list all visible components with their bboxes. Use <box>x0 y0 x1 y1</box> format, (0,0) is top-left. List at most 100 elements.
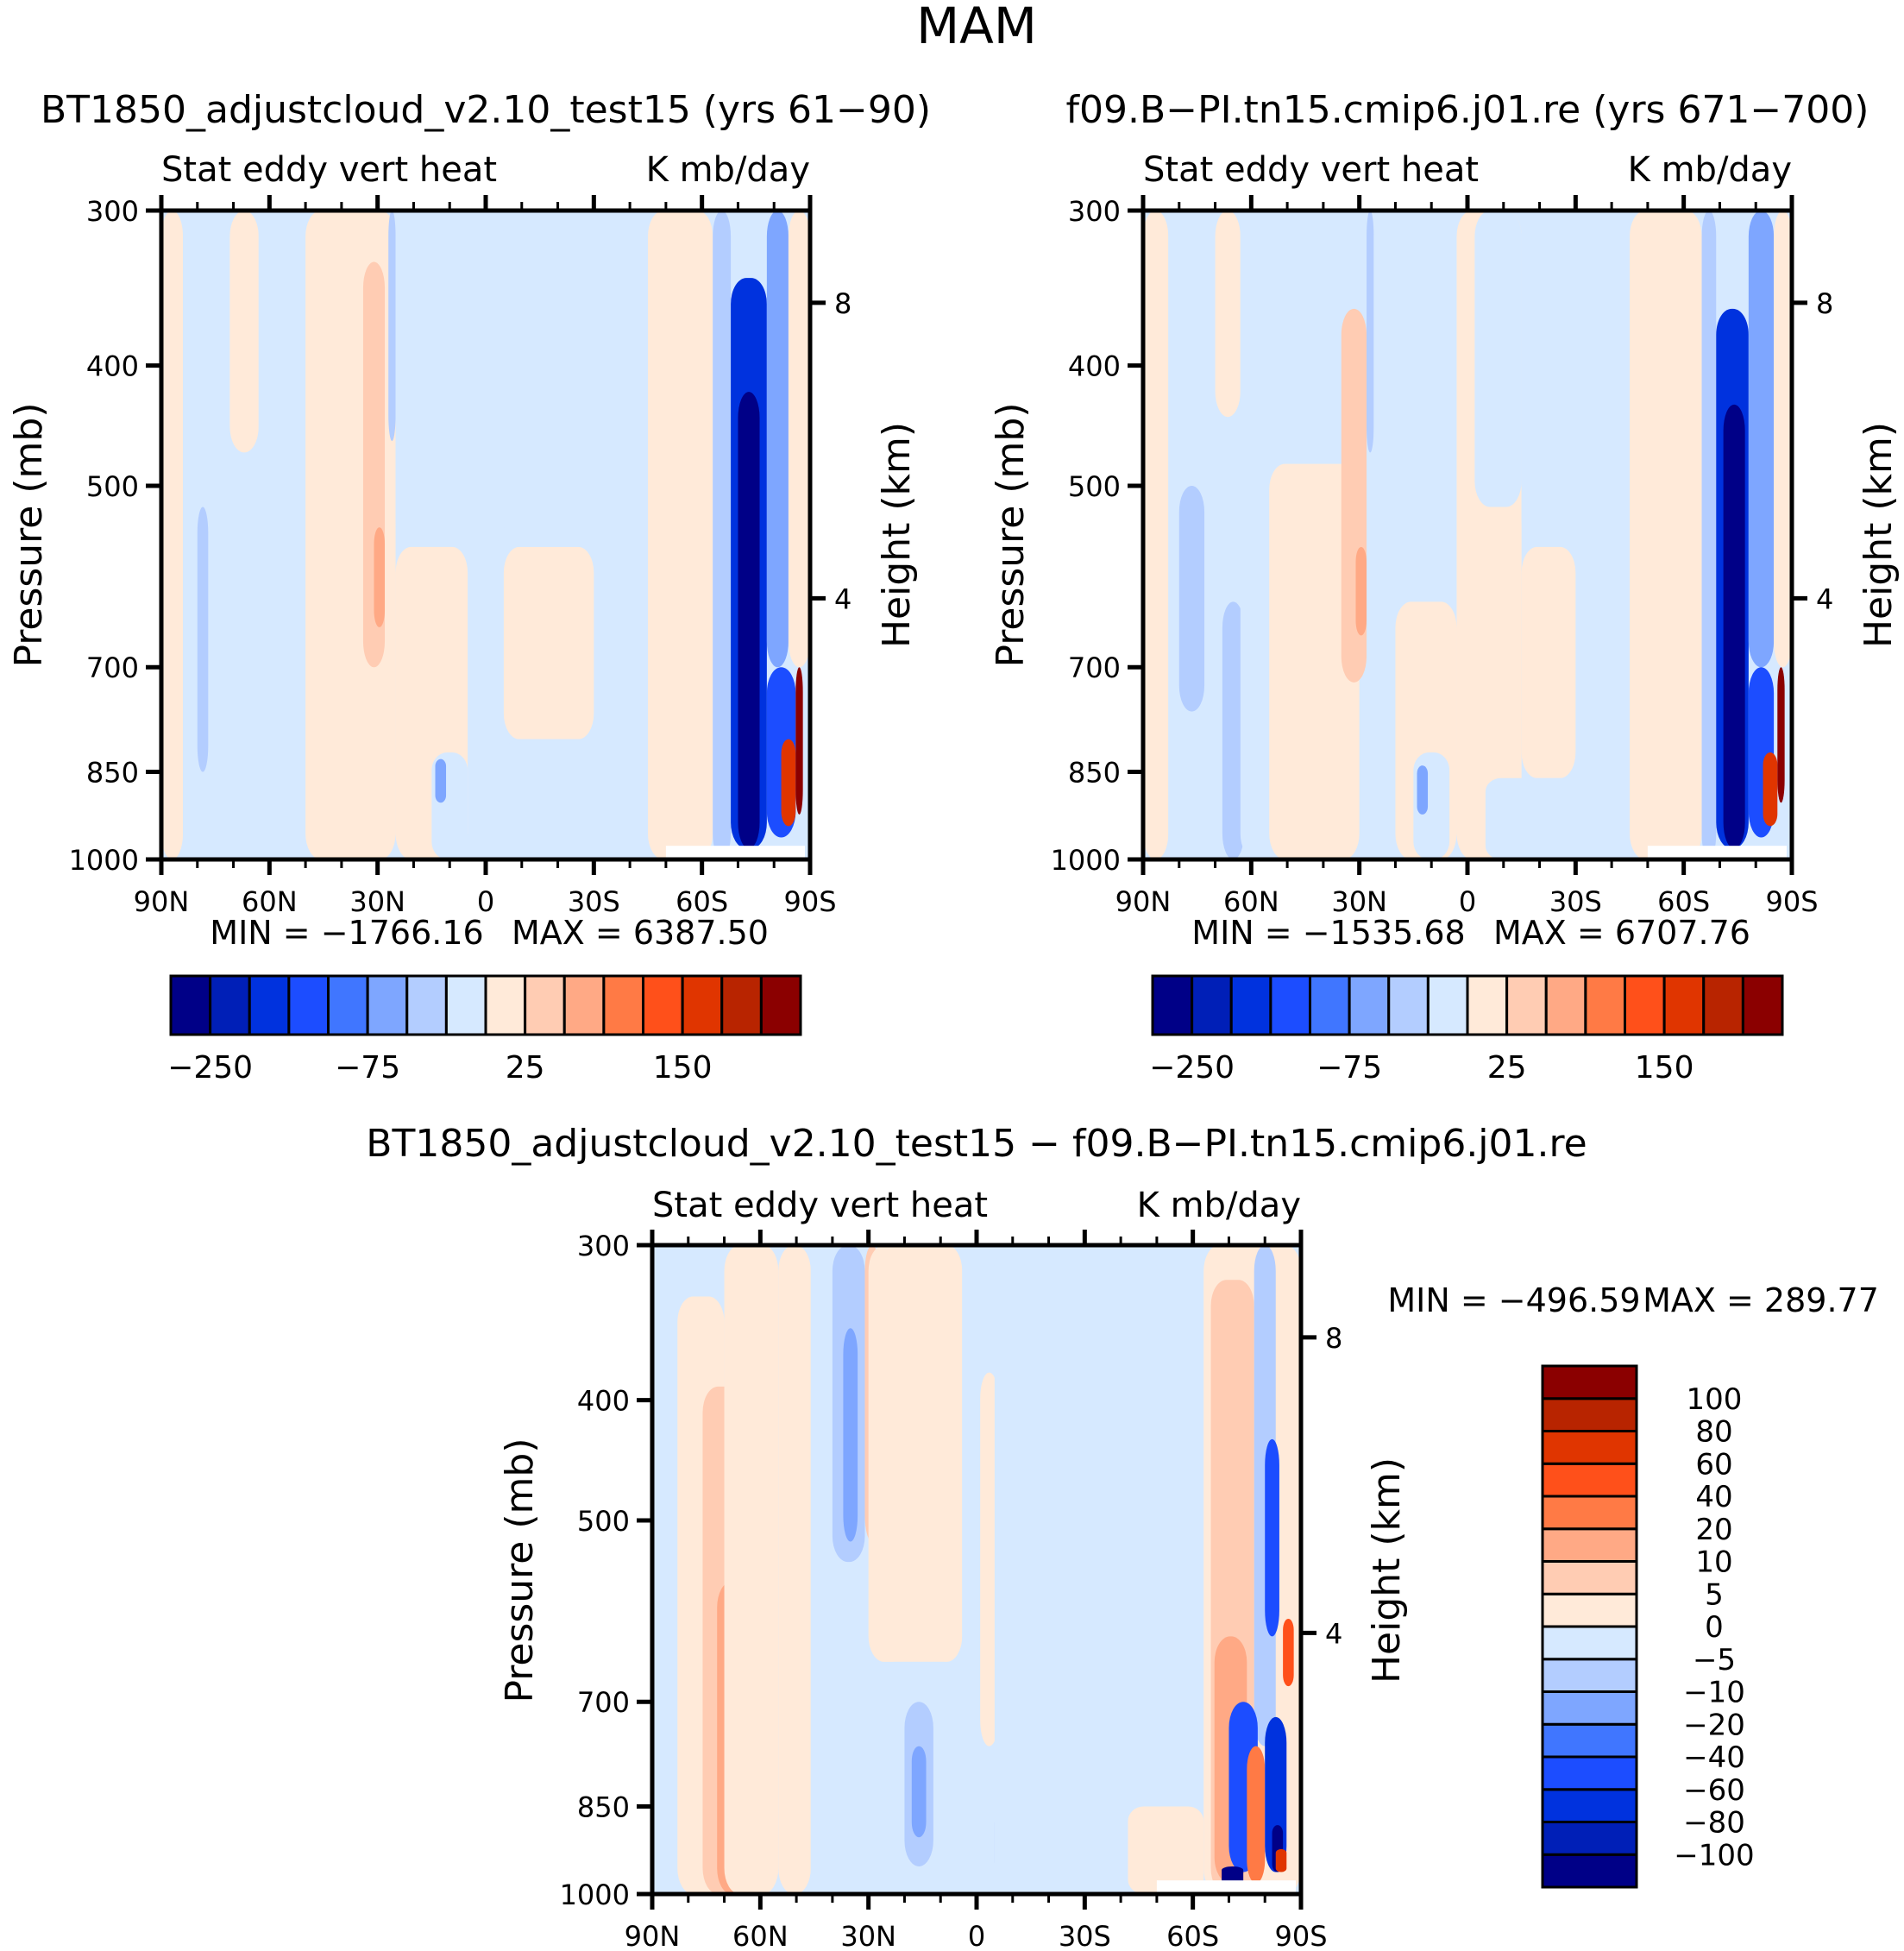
colorbar-tick-label: −40 <box>1683 1740 1745 1775</box>
colorbar-box <box>1541 1658 1638 1693</box>
panel-subtitle-right: K mb/day <box>1628 150 1792 190</box>
contour-field <box>1143 211 1792 859</box>
contour-region <box>1748 211 1775 668</box>
x-tick-label: 30S <box>1549 885 1602 918</box>
contour-region <box>766 211 789 668</box>
panel-title: BT1850_adjustcloud_v2.10_test15 (yrs 61−… <box>41 88 931 132</box>
contour-region <box>843 1328 858 1542</box>
panel-subtitle-right: K mb/day <box>1137 1186 1301 1225</box>
x-tick-label: 90N <box>625 1920 681 1951</box>
colorbar-tick-label: 0 <box>1705 1610 1724 1645</box>
y-tick-label: 1000 <box>560 1879 630 1911</box>
panel-test15: BT1850_adjustcloud_v2.10_test15 (yrs 61−… <box>7 88 931 1086</box>
colorbar: −250 −75 25 150 <box>167 974 802 1086</box>
contour-region <box>713 211 732 859</box>
colorbar-tick-label: 40 <box>1695 1480 1732 1514</box>
contour-region <box>781 739 796 827</box>
y-axis-label: Pressure (mb) <box>989 403 1033 668</box>
colorbar-box <box>1387 974 1430 1036</box>
colorbar-box <box>524 974 566 1036</box>
colorbar-box <box>248 974 291 1036</box>
contour-region <box>911 1746 927 1838</box>
colorbar-box <box>1541 1821 1638 1856</box>
colorbar-box <box>1662 974 1706 1036</box>
contour-region <box>788 211 810 668</box>
y-tick-label: 300 <box>1068 195 1121 228</box>
contour-region <box>1701 211 1717 859</box>
colorbar-box <box>759 974 802 1036</box>
colorbar-box <box>1309 974 1351 1036</box>
colorbar-box <box>1541 1397 1638 1432</box>
colorbar-box <box>1541 1495 1638 1531</box>
x-tick-label: 90N <box>134 885 190 918</box>
y-tick-label: 850 <box>86 756 139 789</box>
y-axis-right-label: Height (km) <box>875 422 919 648</box>
colorbar-tick-label: 80 <box>1695 1415 1732 1450</box>
colorbar-tick-label: −75 <box>1316 1050 1382 1086</box>
y-tick-label: 400 <box>86 350 139 383</box>
y-axis-label: Pressure (mb) <box>7 403 51 668</box>
x-tick-label: 0 <box>968 1920 985 1951</box>
y-tick-label: 850 <box>577 1791 630 1823</box>
colorbar-tick-label: −5 <box>1693 1643 1736 1677</box>
colorbar-tick-label: 150 <box>1635 1050 1694 1086</box>
contour-region <box>1355 546 1367 636</box>
axes: 90N 60N 30N 0 30S 60S 90S 300 400 500 700 850 1000 8 4 <box>560 1230 1342 1951</box>
axes: 90N 60N 30N 0 30S 60S 90S 300 400 500 700 850 1000 8 4 <box>1051 195 1833 918</box>
min-label: MIN = −1535.68 <box>1191 914 1465 952</box>
colorbar-tick-label: 20 <box>1695 1513 1732 1547</box>
contour-region <box>1283 1618 1294 1687</box>
colorbar-box <box>681 974 724 1036</box>
missing-data-mask <box>1156 1880 1296 1894</box>
colorbar-box <box>1541 1560 1638 1595</box>
x-tick-label: 90N <box>1115 885 1172 918</box>
contour-region <box>738 392 760 849</box>
colorbar-box <box>1269 974 1311 1036</box>
min-label: MIN = −1766.16 <box>210 914 483 952</box>
contour-region <box>1275 1848 1287 1872</box>
contour-region <box>868 1245 963 1662</box>
contour-region <box>388 211 396 441</box>
x-tick-label: 30N <box>1331 885 1387 918</box>
colorbar-tick-label: −10 <box>1683 1676 1745 1710</box>
x-tick-label: 90S <box>1765 885 1818 918</box>
x-tick-label: 60S <box>676 885 728 918</box>
colorbar-tick-label: −250 <box>167 1050 253 1086</box>
contour-region <box>1630 211 1702 859</box>
contour-region <box>1247 1746 1266 1884</box>
colorbar-box <box>1741 974 1784 1036</box>
min-label: MIN = −496.59 <box>1387 1281 1640 1319</box>
contour-region <box>1417 765 1429 815</box>
y-right-tick-label: 8 <box>1816 287 1833 320</box>
contour-region <box>1521 211 1630 547</box>
colorbar-box <box>1541 1527 1638 1563</box>
contour-region <box>648 211 713 859</box>
colorbar-box <box>1191 974 1233 1036</box>
colorbar-box <box>405 974 448 1036</box>
panel-title: f09.B−PI.tn15.cmip6.j01.re (yrs 671−700) <box>1066 88 1869 132</box>
colorbar-box <box>1541 1690 1638 1726</box>
y-tick-label: 700 <box>577 1686 630 1719</box>
contour-region <box>1774 211 1792 668</box>
colorbar-tick-label: −80 <box>1683 1806 1745 1841</box>
x-tick-label: 60N <box>732 1920 789 1951</box>
contour-region <box>980 1372 999 1746</box>
colorbar-tick-label: −100 <box>1674 1838 1754 1872</box>
contour-region <box>435 758 447 803</box>
contour-region <box>1178 486 1205 712</box>
contour-region <box>1367 211 1374 453</box>
figure-title: MAM <box>916 0 1037 55</box>
contour-region <box>229 211 259 453</box>
y-tick-label: 700 <box>86 651 139 684</box>
colorbar-box <box>484 974 527 1036</box>
y-right-tick-label: 4 <box>834 582 851 615</box>
contour-region <box>1269 463 1360 859</box>
contour-region <box>395 211 504 547</box>
x-tick-label: 60S <box>1657 885 1710 918</box>
contour-region <box>778 1245 811 1894</box>
contour-region <box>1474 211 1522 507</box>
colorbar-tick-label: 10 <box>1695 1545 1732 1580</box>
colorbar-box <box>1544 974 1587 1036</box>
contour-region <box>374 527 386 627</box>
